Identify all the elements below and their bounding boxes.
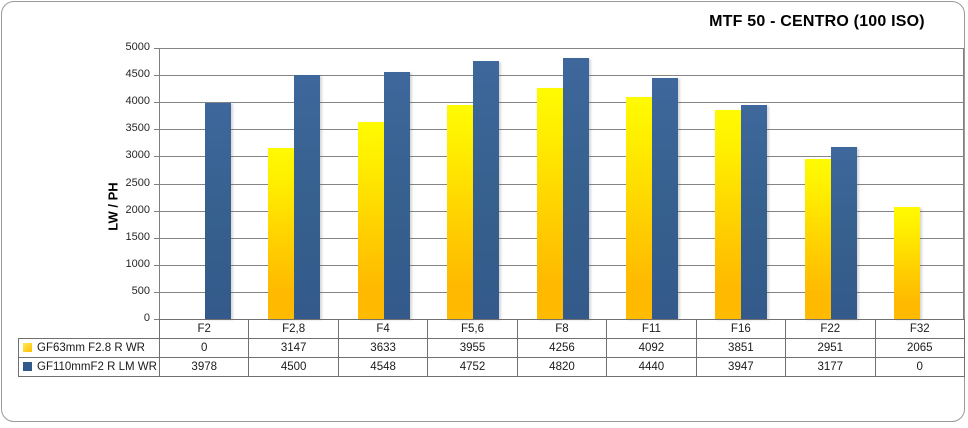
value-cell: 0 (158, 338, 250, 358)
plot-area (154, 48, 964, 320)
category-cell: F5,6 (427, 319, 518, 339)
category-cell: F22 (785, 319, 876, 339)
y-axis-tick (154, 102, 160, 103)
category-cell: F2 (158, 319, 250, 339)
value-cell: 0 (874, 357, 965, 377)
y-tick-label: 500 (131, 285, 150, 297)
category-cell: F8 (516, 319, 608, 339)
value-cell: 4500 (248, 357, 339, 377)
bar-series2-F2,8 (294, 75, 320, 319)
y-tick-label: 1000 (125, 258, 150, 270)
series-row: GF63mm F2.8 R WR 0 3147 3633 3955 4256 4092 385… (18, 338, 965, 358)
data-table: F2 F2,8 F4 F5,6 F8 F11 F16 F22 F32 GF63mm F2.8 R … (18, 319, 965, 377)
bar-series2-F8 (563, 58, 589, 319)
y-axis-tick (154, 184, 160, 185)
legend-key-icon (23, 343, 32, 352)
bar-series2-F22 (831, 147, 857, 319)
y-axis-tick (154, 211, 160, 212)
bar-series1-F32 (894, 207, 920, 319)
bar-series2-F16 (741, 105, 767, 319)
y-tick-label: 3000 (125, 149, 150, 161)
y-axis-tick (154, 238, 160, 239)
bar-series1-F8 (537, 88, 563, 319)
bar-series1-F16 (715, 110, 741, 319)
y-tick-label: 0 (143, 312, 150, 324)
series-name-label: GF110mmF2 R LM WR (37, 361, 157, 373)
series-legend-cell: GF63mm F2.8 R WR (18, 338, 160, 358)
bar-series2-F5,6 (473, 61, 499, 319)
value-cell: 3147 (248, 338, 339, 358)
y-tick-label: 4500 (125, 68, 150, 80)
series-legend-cell: GF110mmF2 R LM WR (18, 357, 160, 377)
y-axis-tick (154, 319, 160, 320)
chart-frame: MTF 50 - CENTRO (100 ISO) LW / PH 5000 45… (1, 1, 965, 422)
value-cell: 3851 (695, 338, 787, 358)
value-cell: 3177 (785, 357, 876, 377)
y-tick-label: 4000 (125, 95, 150, 107)
bar-series2-F11 (652, 78, 678, 319)
category-cell: F11 (606, 319, 697, 339)
y-axis-tick (154, 292, 160, 293)
legend-key-icon (23, 362, 32, 371)
chart-title: MTF 50 - CENTRO (100 ISO) (709, 13, 925, 30)
value-cell: 4548 (337, 357, 429, 377)
bar-series1-F5,6 (447, 105, 473, 319)
bar-series1-F22 (805, 159, 831, 319)
y-axis-tick (154, 129, 160, 130)
y-tick-label: 2000 (125, 204, 150, 216)
y-tick-label: 5000 (125, 41, 150, 53)
category-cell: F16 (695, 319, 787, 339)
value-cell: 2065 (874, 338, 965, 358)
category-cell: F4 (337, 319, 429, 339)
y-tick-label: 2500 (125, 177, 150, 189)
value-cell: 4092 (606, 338, 697, 358)
y-axis-tick (154, 156, 160, 157)
value-cell: 4440 (606, 357, 697, 377)
category-cell: F32 (874, 319, 965, 339)
y-axis-tick (154, 75, 160, 76)
y-tick-label: 3500 (125, 122, 150, 134)
value-cell: 3978 (158, 357, 250, 377)
value-cell: 4820 (516, 357, 608, 377)
y-axis-labels: 5000 4500 4000 3500 3000 2500 2000 1500 1000 500 0 (90, 41, 150, 324)
value-cell: 2951 (785, 338, 876, 358)
value-cell: 3947 (695, 357, 787, 377)
gridline (160, 48, 963, 49)
value-cell: 4752 (427, 357, 518, 377)
bar-series1-F4 (358, 122, 384, 319)
table-corner-cell (19, 320, 160, 339)
category-cell: F2,8 (248, 319, 339, 339)
value-cell: 3955 (427, 338, 518, 358)
series-name-label: GF63mm F2.8 R WR (37, 342, 145, 354)
bar-series1-F11 (626, 97, 652, 319)
gridline (160, 75, 963, 76)
y-axis-tick (154, 265, 160, 266)
series-row: GF110mmF2 R LM WR 3978 4500 4548 4752 4820 444… (18, 357, 965, 377)
bar-series2-F2 (205, 103, 231, 319)
y-axis-tick (154, 48, 160, 49)
bar-series1-F2,8 (268, 148, 294, 319)
value-cell: 4256 (516, 338, 608, 358)
bar-series2-F4 (384, 72, 410, 319)
y-tick-label: 1500 (125, 231, 150, 243)
value-cell: 3633 (337, 338, 429, 358)
